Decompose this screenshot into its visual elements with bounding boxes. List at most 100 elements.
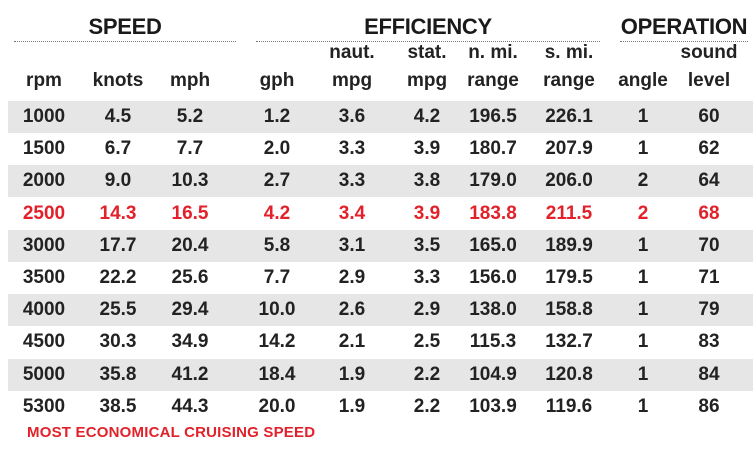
header-angle-bottom: angle bbox=[618, 70, 668, 91]
cell-smi-range: 211.5 bbox=[545, 202, 593, 224]
cell-angle: 1 bbox=[637, 299, 649, 321]
cell-knots: 38.5 bbox=[99, 395, 137, 417]
cell-knots: 22.2 bbox=[99, 267, 137, 288]
cell-gph: 2.7 bbox=[263, 170, 291, 192]
header-sound-top: sound bbox=[680, 42, 738, 63]
cell-angle: 2 bbox=[637, 202, 649, 224]
cell-gph: 4.2 bbox=[263, 202, 291, 224]
header-smi-range-top: s. mi. bbox=[544, 42, 594, 63]
cell-smi-range: 119.6 bbox=[545, 395, 593, 417]
cell-naut-mpg: 2.6 bbox=[338, 299, 366, 321]
header-sound-bottom: level bbox=[687, 70, 731, 91]
cell-rpm: 3500 bbox=[22, 267, 66, 288]
cell-angle: 1 bbox=[637, 106, 649, 127]
cell-smi-range: 158.8 bbox=[545, 299, 593, 321]
header-nmi-range-bottom: range bbox=[467, 70, 519, 91]
table-row: 4000 25.5 29.4 10.0 2.6 2.9 138.0 158.8 1 79 bbox=[8, 294, 753, 327]
cell-gph: 2.0 bbox=[263, 138, 291, 160]
cell-stat-mpg: 2.5 bbox=[413, 331, 441, 353]
table-row: 4500 30.3 34.9 14.2 2.1 2.5 115.3 132.7 1 83 bbox=[8, 326, 753, 358]
cell-smi-range: 179.5 bbox=[545, 267, 593, 288]
cell-sound: 62 bbox=[698, 138, 720, 160]
cell-mph: 41.2 bbox=[171, 363, 209, 385]
cell-mph: 5.2 bbox=[176, 106, 204, 127]
table-row: 1500 6.7 7.7 2.0 3.3 3.9 180.7 207.9 1 62 bbox=[8, 133, 753, 165]
cell-sound: 70 bbox=[698, 234, 720, 256]
cell-nmi-range: 103.9 bbox=[469, 395, 517, 417]
cell-rpm: 5000 bbox=[22, 363, 66, 385]
cell-gph: 7.7 bbox=[263, 267, 291, 288]
table-row: 2000 9.0 10.3 2.7 3.3 3.8 179.0 206.0 2 64 bbox=[8, 165, 753, 198]
cell-angle: 1 bbox=[637, 138, 649, 160]
cell-naut-mpg: 3.3 bbox=[338, 138, 366, 160]
cell-knots: 9.0 bbox=[104, 170, 132, 192]
cell-knots: 14.3 bbox=[99, 202, 137, 224]
header-stat-mpg-top: stat. bbox=[407, 42, 447, 63]
cell-naut-mpg: 2.9 bbox=[338, 267, 366, 288]
cell-sound: 71 bbox=[698, 267, 720, 288]
cell-smi-range: 207.9 bbox=[545, 138, 593, 160]
cell-sound: 86 bbox=[698, 395, 720, 417]
cell-stat-mpg: 2.2 bbox=[413, 363, 441, 385]
cell-sound: 68 bbox=[698, 202, 720, 224]
cell-nmi-range: 183.8 bbox=[469, 202, 517, 224]
cell-naut-mpg: 3.6 bbox=[338, 106, 366, 127]
cell-smi-range: 226.1 bbox=[545, 106, 593, 127]
cell-rpm: 5300 bbox=[22, 395, 66, 417]
cell-stat-mpg: 2.2 bbox=[413, 395, 441, 417]
cell-mph: 25.6 bbox=[171, 267, 209, 288]
cell-smi-range: 189.9 bbox=[545, 234, 593, 256]
operation-group-title: OPERATION bbox=[620, 14, 748, 42]
table-row: 3500 22.2 25.6 7.7 2.9 3.3 156.0 179.5 1 71 bbox=[8, 262, 753, 294]
table-row: 5300 38.5 44.3 20.0 1.9 2.2 103.9 119.6 1 86 bbox=[8, 391, 753, 423]
header-naut-mpg-top: naut. bbox=[329, 42, 375, 63]
cell-knots: 25.5 bbox=[99, 299, 137, 321]
table-row: 5000 35.8 41.2 18.4 1.9 2.2 104.9 120.8 1 84 bbox=[8, 358, 753, 391]
cell-smi-range: 120.8 bbox=[545, 363, 593, 385]
cell-knots: 4.5 bbox=[104, 106, 132, 127]
cell-nmi-range: 115.3 bbox=[469, 331, 517, 353]
cell-stat-mpg: 3.8 bbox=[413, 170, 441, 192]
cell-gph: 20.0 bbox=[258, 395, 296, 417]
cell-stat-mpg: 3.9 bbox=[413, 202, 441, 224]
cell-mph: 10.3 bbox=[171, 170, 209, 192]
cell-stat-mpg: 3.5 bbox=[413, 234, 441, 256]
cell-nmi-range: 104.9 bbox=[469, 363, 517, 385]
footnote: MOST ECONOMICAL CRUISING SPEED bbox=[27, 424, 316, 441]
header-stat-mpg-bottom: mpg bbox=[406, 70, 448, 91]
cell-nmi-range: 138.0 bbox=[469, 299, 517, 321]
header-knots-bottom: knots bbox=[92, 70, 144, 91]
cell-mph: 16.5 bbox=[171, 202, 209, 224]
cell-rpm: 2500 bbox=[22, 202, 66, 224]
cell-rpm: 1500 bbox=[22, 138, 66, 160]
cell-naut-mpg: 3.4 bbox=[338, 202, 366, 224]
cell-naut-mpg: 2.1 bbox=[338, 331, 366, 353]
cell-rpm: 2000 bbox=[22, 170, 66, 192]
cell-gph: 1.2 bbox=[263, 106, 291, 127]
cell-mph: 20.4 bbox=[171, 234, 209, 256]
cell-sound: 79 bbox=[698, 299, 720, 321]
header-naut-mpg-bottom: mpg bbox=[331, 70, 373, 91]
speed-group-title: SPEED bbox=[14, 14, 236, 42]
header-nmi-range-top: n. mi. bbox=[468, 42, 518, 63]
cell-smi-range: 132.7 bbox=[545, 331, 593, 353]
cell-sound: 83 bbox=[698, 331, 720, 353]
header-rpm-bottom: rpm bbox=[26, 70, 62, 91]
cell-mph: 34.9 bbox=[171, 331, 209, 353]
cell-knots: 6.7 bbox=[104, 138, 132, 160]
cell-knots: 30.3 bbox=[99, 331, 137, 353]
cell-stat-mpg: 4.2 bbox=[413, 106, 441, 127]
cell-gph: 5.8 bbox=[263, 234, 291, 256]
cell-stat-mpg: 3.9 bbox=[413, 138, 441, 160]
header-gph-bottom: gph bbox=[259, 70, 295, 91]
cell-mph: 29.4 bbox=[171, 299, 209, 321]
cell-mph: 44.3 bbox=[171, 395, 209, 417]
table-row-highlighted: 2500 14.3 16.5 4.2 3.4 3.9 183.8 211.5 2 68 bbox=[8, 198, 753, 230]
cell-angle: 1 bbox=[637, 363, 649, 385]
cell-angle: 1 bbox=[637, 331, 649, 353]
cell-gph: 18.4 bbox=[258, 363, 296, 385]
cell-knots: 17.7 bbox=[99, 234, 137, 256]
cell-angle: 2 bbox=[637, 170, 649, 192]
cell-stat-mpg: 3.3 bbox=[413, 267, 441, 288]
cell-naut-mpg: 1.9 bbox=[338, 363, 366, 385]
